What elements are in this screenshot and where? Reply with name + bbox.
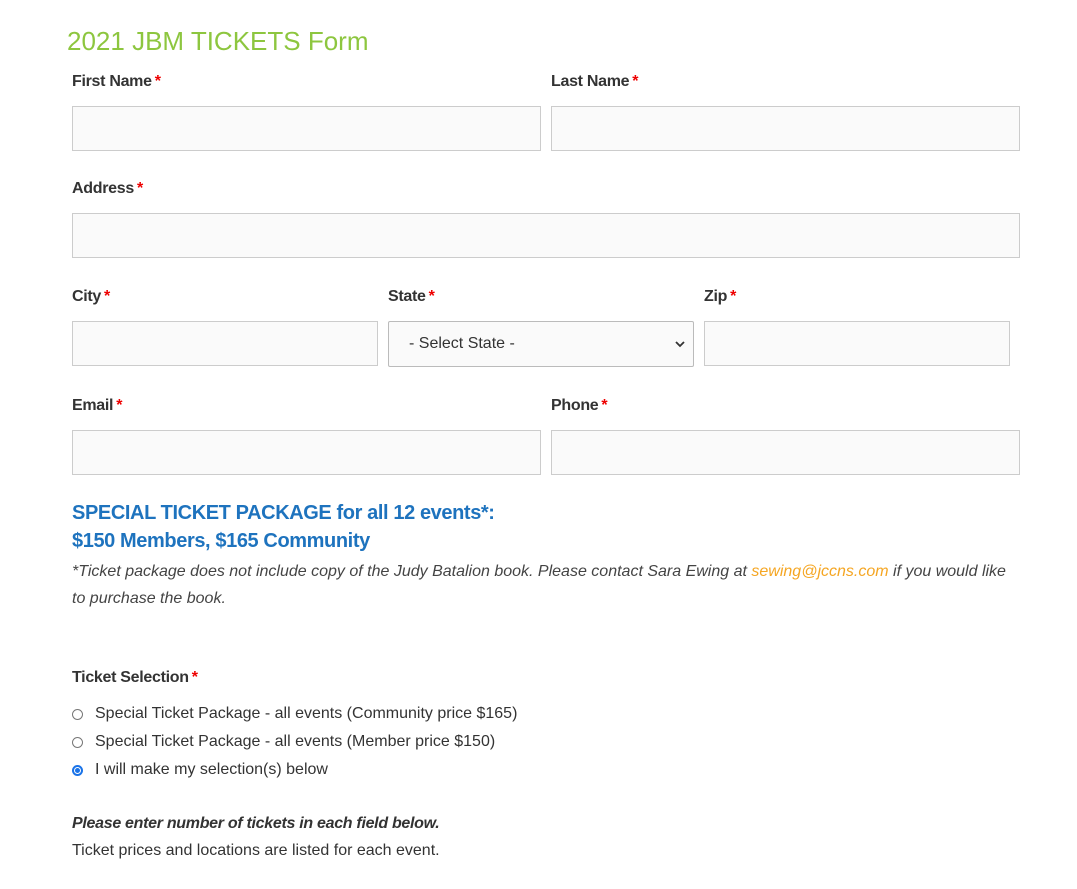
state-selected-value: - Select State - (409, 335, 515, 352)
instructions-bold: Please enter number of tickets in each f… (72, 815, 440, 832)
first-name-input[interactable] (72, 106, 541, 151)
radio-button[interactable] (72, 708, 83, 720)
zip-label: Zip * (704, 288, 737, 305)
last-name-label: Last Name * (551, 73, 639, 90)
address-input[interactable] (72, 213, 1020, 258)
phone-input[interactable] (551, 430, 1020, 475)
city-label: City * (72, 288, 110, 305)
form-title: 2021 JBM TICKETS Form (67, 26, 369, 56)
zip-input[interactable] (704, 321, 1010, 366)
last-name-input[interactable] (551, 106, 1020, 151)
radio-button-selected[interactable] (72, 764, 83, 776)
ticket-option-individual[interactable]: I will make my selection(s) below (72, 761, 328, 779)
package-prices: $150 Members, $165 Community (72, 530, 370, 552)
radio-button[interactable] (72, 736, 83, 748)
city-input[interactable] (72, 321, 378, 366)
phone-label: Phone * (551, 397, 608, 414)
ticket-option-community[interactable]: Special Ticket Package - all events (Com… (72, 705, 517, 723)
email-input[interactable] (72, 430, 541, 475)
ticket-option-member[interactable]: Special Ticket Package - all events (Mem… (72, 733, 495, 751)
instructions-text: Ticket prices and locations are listed f… (72, 842, 440, 859)
email-link[interactable]: sewing@jccns.com (751, 563, 889, 580)
first-name-label: First Name * (72, 73, 161, 90)
address-label: Address * (72, 180, 143, 197)
ticket-selection-label: Ticket Selection * (72, 669, 198, 686)
state-label: State * (388, 288, 435, 305)
state-select[interactable]: - Select State - (388, 321, 694, 367)
email-label: Email * (72, 397, 123, 414)
package-note: *Ticket package does not include copy of… (72, 563, 1006, 607)
chevron-down-icon (675, 340, 685, 347)
package-heading: SPECIAL TICKET PACKAGE for all 12 events… (72, 502, 495, 524)
